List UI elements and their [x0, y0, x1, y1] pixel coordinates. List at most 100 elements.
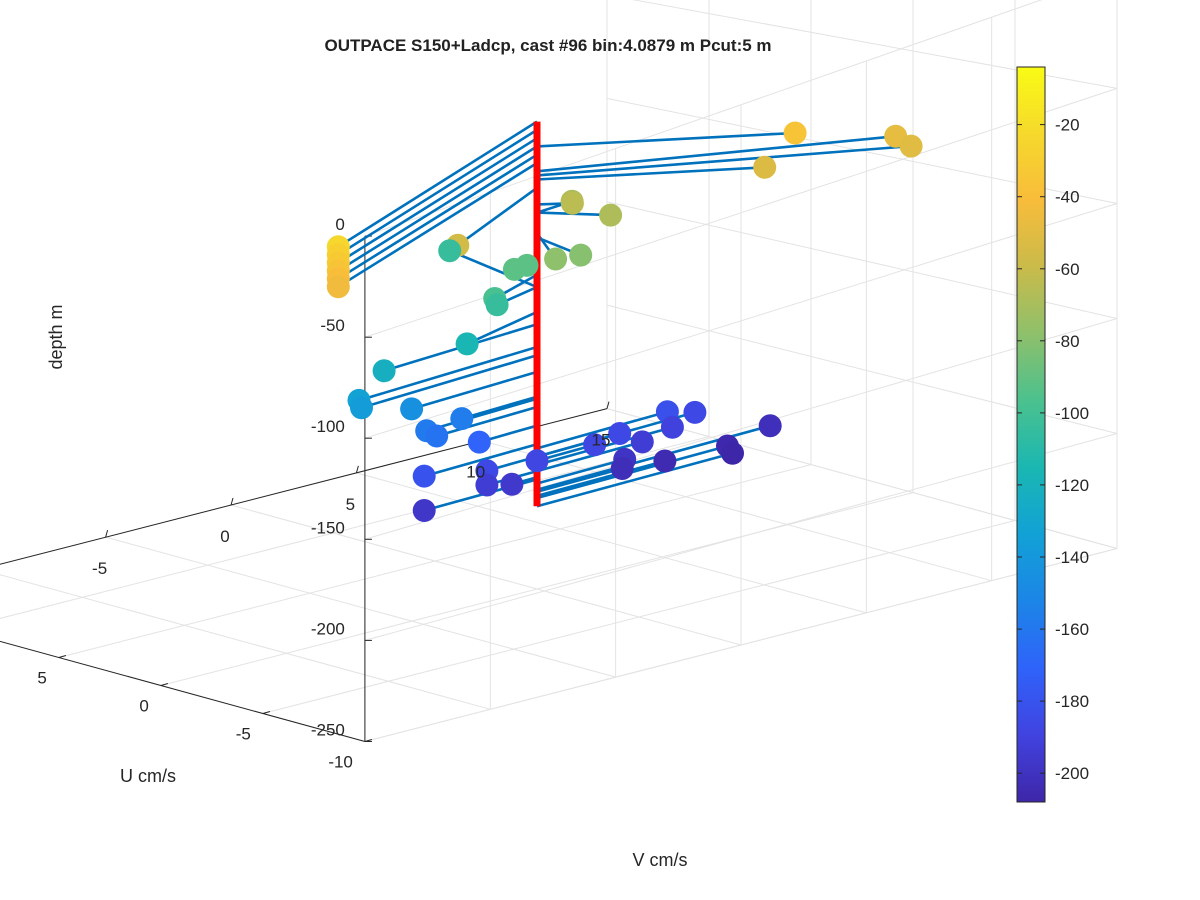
stem-line [536, 451, 733, 508]
stem-line [536, 459, 666, 498]
z-axis-label: depth m [46, 304, 66, 369]
colorbar-tick-label: -200 [1055, 764, 1089, 783]
stem-line [536, 131, 796, 148]
back-wall-grid-line [364, 433, 1118, 641]
stem-line [457, 186, 538, 247]
colorbar-tick-label: -140 [1055, 548, 1089, 567]
data-point [455, 332, 479, 356]
y-axis-label: U cm/s [120, 766, 176, 786]
floor-grid-line [0, 436, 710, 619]
colorbar-tick-label: -20 [1055, 116, 1080, 135]
stem-line [337, 120, 538, 248]
stem-line [466, 310, 538, 346]
stem-line [337, 128, 538, 256]
data-point [500, 472, 524, 496]
colorbar-tick-label: -160 [1055, 620, 1089, 639]
data-point [653, 449, 677, 473]
data-point [599, 203, 623, 227]
x-tick-mark [355, 465, 359, 474]
data-point [425, 424, 449, 448]
back-wall-grid-line [364, 318, 1118, 540]
x-axis-label: V cm/s [632, 850, 687, 870]
floor-grid-line [230, 504, 742, 646]
y-tick-label: -10 [328, 753, 353, 772]
tick-labels: -15-10-5051015-10-50510150-50-100-150-20… [37, 215, 611, 772]
axes-grid [0, 0, 1118, 742]
colorbar-tick-label: -120 [1055, 476, 1089, 495]
stem-line [536, 144, 912, 177]
y-tick-label: -5 [236, 725, 251, 744]
data-point [899, 134, 923, 158]
x-tick-label: 10 [466, 463, 485, 482]
z-tick-label: 0 [335, 215, 344, 234]
data-point [525, 449, 549, 473]
colorbar: -20 -40 -60 -80 -100 -120 -140 -160 -180 -200 [1016, 66, 1089, 803]
data-point [400, 397, 424, 421]
x-tick-label: -5 [92, 559, 107, 578]
stem-line [411, 370, 538, 411]
floor-grid-line [105, 536, 616, 678]
data-point [610, 457, 634, 480]
data-point [560, 191, 584, 215]
stem-line [436, 405, 538, 438]
z-tick-label: -200 [311, 619, 345, 638]
data-point [450, 407, 474, 431]
x-tick-mark [105, 529, 109, 538]
z-tick-label: -100 [311, 417, 345, 436]
z-tick-label: -250 [311, 721, 345, 740]
chart-title: OUTPACE S150+Ladcp, cast #96 bin:4.0879 … [324, 36, 771, 55]
data-point [467, 430, 491, 454]
y-tick-mark [160, 683, 169, 686]
z-tick-label: -50 [320, 316, 345, 335]
y-axis-line [0, 640, 366, 742]
stem-line [423, 442, 538, 478]
data-point [783, 121, 807, 145]
data-point [544, 247, 568, 271]
data-point [683, 400, 707, 424]
y-tick-label: 0 [139, 697, 148, 716]
data-point [326, 275, 350, 299]
floor-grid-line [0, 574, 491, 710]
data-point [569, 243, 593, 267]
y-tick-mark [262, 711, 271, 714]
floor-grid-line [58, 464, 812, 658]
data-point [721, 441, 744, 465]
colorbar-tick-label: -180 [1055, 692, 1089, 711]
x-tick-label: 15 [592, 431, 611, 450]
stem-line [426, 397, 538, 433]
data-point [350, 396, 373, 420]
back-wall-grid-line [364, 203, 1118, 439]
stem-line [461, 395, 538, 420]
stem-line [337, 153, 538, 280]
stem-line [536, 458, 626, 485]
stem-line [449, 249, 538, 289]
x-tick-label: 5 [346, 495, 355, 514]
data-point [438, 239, 462, 263]
data-point [630, 430, 654, 454]
data-point [515, 253, 539, 277]
stem-line [358, 345, 538, 402]
data-point [753, 155, 777, 179]
colorbar-tick-label: -60 [1055, 260, 1080, 279]
y-tick-mark [58, 655, 67, 658]
colorbar-tick-label: -80 [1055, 332, 1080, 351]
stem-line [361, 354, 538, 409]
stem-line [536, 410, 668, 450]
colorbar-rect [1016, 66, 1046, 803]
x-tick-mark [230, 497, 234, 506]
data-points [326, 121, 923, 522]
data-point [412, 464, 436, 488]
data-point [608, 422, 632, 445]
back-wall-grid-line [364, 548, 1118, 742]
data-point [372, 359, 396, 383]
stem-line [536, 467, 623, 494]
x-tick-mark [606, 401, 610, 409]
data-point [475, 473, 499, 497]
data-point [412, 499, 436, 522]
floor-grid-line [160, 492, 914, 686]
stem-line [337, 145, 538, 272]
stem-line [337, 137, 538, 264]
y-tick-label: 5 [37, 669, 46, 688]
data-point [583, 433, 607, 457]
